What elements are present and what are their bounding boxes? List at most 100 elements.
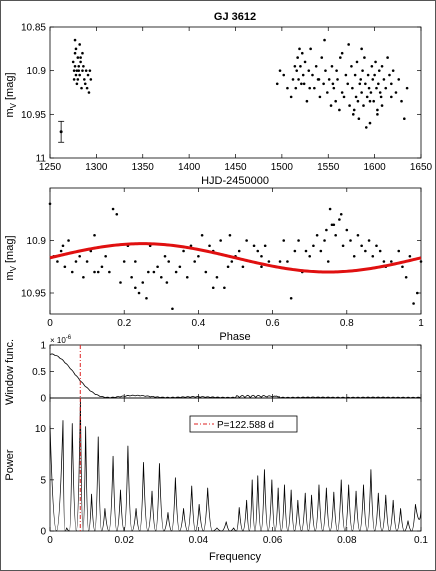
y-axis-label-main: m (4, 108, 16, 117)
data-point (295, 69, 299, 72)
data-point (289, 95, 293, 99)
data-point (375, 244, 378, 248)
data-point (215, 275, 219, 279)
data-point (147, 270, 150, 274)
data-point (391, 69, 395, 72)
data-point (361, 69, 364, 72)
data-point (82, 275, 85, 279)
data-point (78, 73, 81, 77)
data-point (230, 260, 234, 263)
data-point (296, 56, 299, 59)
data-point (368, 99, 372, 103)
y-axis-label-subscript: V (9, 102, 18, 108)
x-tick-label: 1400 (178, 162, 201, 173)
panel-periodogram: Frequency Power 0 0.02 0.04 0.06 0.08 0.1 0 5 10… (4, 345, 428, 563)
data-point (77, 65, 81, 68)
data-point (73, 51, 77, 55)
data-point (366, 73, 370, 77)
data-point (74, 260, 78, 263)
panel-phase-folded: Phase mV [mag] 0 0.2 0.4 0.6 0.8 1 10.9 10.95 (4, 187, 424, 343)
data-point (61, 244, 65, 248)
data-point (70, 270, 74, 274)
legend-box (189, 415, 298, 433)
data-point (338, 108, 341, 112)
data-point (403, 117, 406, 120)
data-point (362, 104, 365, 107)
data-point (390, 82, 393, 86)
y-axis-label-unit: [mag] (4, 235, 16, 263)
data-point (134, 260, 137, 263)
data-point (85, 86, 89, 90)
data-point (332, 223, 336, 227)
data-point (382, 78, 386, 81)
data-point (317, 78, 321, 81)
data-point (330, 65, 334, 68)
data-point (419, 260, 423, 263)
x-tick-label: 1500 (271, 162, 294, 173)
data-point (119, 281, 122, 284)
data-point (76, 78, 80, 81)
data-point (397, 249, 401, 253)
data-point (378, 91, 382, 94)
data-point (319, 249, 323, 253)
data-point (74, 47, 78, 51)
data-point (189, 244, 193, 248)
data-point (85, 260, 89, 263)
data-point (373, 73, 376, 77)
x-tick-label: 0.08 (337, 535, 357, 546)
data-point (86, 73, 90, 77)
data-point (302, 82, 306, 86)
data-point (315, 233, 319, 237)
data-point (358, 82, 362, 86)
y-axis-label: Window func. (4, 339, 16, 405)
data-point (311, 73, 314, 77)
data-point (390, 95, 393, 99)
data-point (327, 78, 331, 81)
x-tick-label: 1450 (224, 162, 247, 173)
data-point (328, 207, 332, 211)
data-point (367, 86, 371, 90)
x-tick-label: 1300 (85, 162, 108, 173)
data-point (83, 78, 86, 81)
exponent-base: × 10 (50, 336, 66, 345)
y-tick-label: 10.9 (27, 236, 47, 247)
data-point (82, 65, 85, 68)
data-point (354, 95, 358, 99)
data-point (237, 249, 241, 253)
data-point (334, 99, 337, 103)
data-point (48, 202, 52, 206)
data-point (371, 254, 375, 258)
x-tick-label: 0.4 (191, 318, 205, 329)
data-point (360, 244, 363, 248)
data-point (342, 95, 346, 99)
data-point (178, 265, 182, 269)
data-point (377, 82, 380, 86)
data-point (364, 249, 367, 253)
data-point (394, 91, 398, 94)
data-point (345, 228, 349, 232)
data-point (370, 65, 374, 68)
periodogram-curve (49, 397, 422, 532)
data-point (305, 99, 309, 103)
data-point (56, 260, 59, 263)
data-point (278, 260, 282, 263)
data-point (339, 212, 343, 216)
data-point (324, 69, 327, 72)
data-point (115, 212, 119, 216)
data-point (286, 260, 289, 263)
data-point (298, 47, 301, 51)
data-point (141, 281, 145, 284)
data-point (291, 78, 295, 81)
data-point (299, 65, 302, 68)
x-tick-label: 0.6 (266, 318, 280, 329)
data-point (111, 207, 115, 211)
data-point (84, 69, 88, 72)
data-point (256, 249, 260, 253)
data-point (352, 108, 356, 112)
data-point (335, 69, 338, 72)
data-point (104, 254, 107, 258)
data-point (286, 86, 289, 90)
chart-title: GJ 3612 (214, 11, 256, 23)
